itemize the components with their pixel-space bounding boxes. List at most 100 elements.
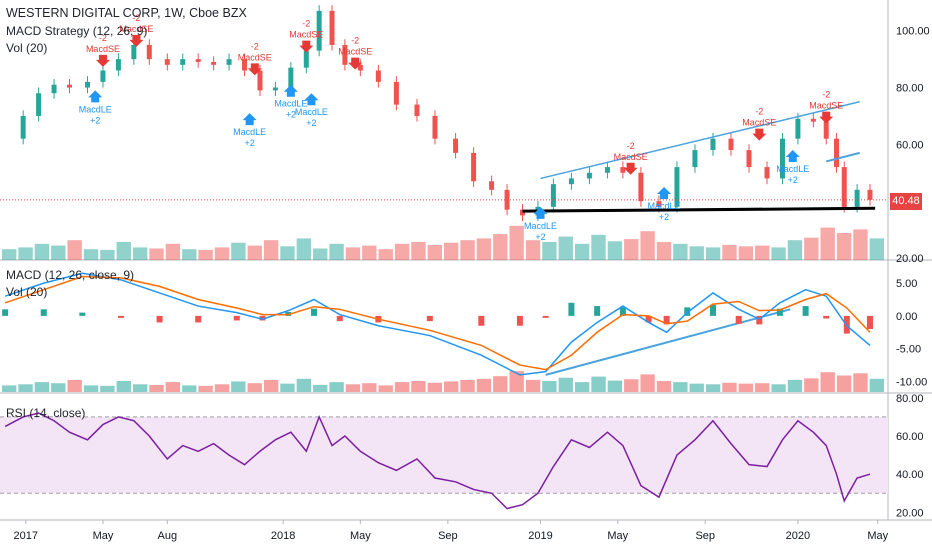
signal-qty: +2 xyxy=(90,115,100,125)
short-entry-arrow-icon xyxy=(299,40,314,53)
volume-bar xyxy=(280,246,295,260)
volume-bar xyxy=(231,242,246,260)
volume-bar xyxy=(427,244,442,260)
time-axis-label: May xyxy=(607,530,628,542)
volume-bar xyxy=(116,242,131,260)
strategy-legend[interactable]: MACD Strategy (12, 26, 9) xyxy=(6,24,148,38)
volume-bar xyxy=(132,247,148,260)
price-candle xyxy=(586,172,592,179)
price-candle xyxy=(779,138,785,179)
macd-histogram-bar xyxy=(756,315,763,325)
volume-bar xyxy=(165,243,181,260)
signal-qty: +2 xyxy=(245,138,255,148)
signal-qty: -2 xyxy=(132,13,140,23)
macd-histogram-bar xyxy=(709,304,716,316)
volume-bar xyxy=(247,245,262,260)
time-axis-label: May xyxy=(93,530,114,542)
macd-volume-bar xyxy=(820,372,835,392)
signal-label: MacdSE xyxy=(289,30,323,40)
signal-label: MacdLE xyxy=(295,107,328,117)
price-candle xyxy=(257,70,263,91)
volume-bar xyxy=(34,243,50,260)
volume-bar xyxy=(787,240,803,260)
macd-volume-bar xyxy=(656,381,672,392)
volume-bar xyxy=(591,234,606,260)
price-candle xyxy=(146,44,152,60)
macd-volume-bar xyxy=(787,379,803,392)
time-axis-label: Aug xyxy=(158,530,178,542)
volume-bar xyxy=(444,242,459,260)
symbol-title[interactable]: WESTERN DIGITAL CORP, 1W, Cboe BZX xyxy=(6,6,247,20)
price-candle xyxy=(432,115,438,139)
volume-bar xyxy=(869,238,884,260)
macd-volume-bar xyxy=(67,379,82,392)
macd-volume-bar xyxy=(116,381,131,392)
volume-legend[interactable]: Vol (20) xyxy=(6,41,48,55)
macd-histogram-bar xyxy=(568,302,575,316)
macd-volume-bar xyxy=(247,383,262,392)
price-candle xyxy=(471,152,477,182)
macd-line xyxy=(4,272,871,376)
macd-volume-bar xyxy=(640,374,655,392)
time-axis-label: Sep xyxy=(695,530,715,542)
macd-histogram-bar xyxy=(823,315,830,319)
volume-bar xyxy=(771,247,786,260)
time-axis-label: 2018 xyxy=(271,530,295,542)
macd-volume-bar xyxy=(460,379,475,392)
price-candle xyxy=(810,118,816,122)
price-candle xyxy=(180,59,186,65)
price-candle xyxy=(393,81,399,105)
macd-histogram-bar xyxy=(233,315,240,321)
macd-volume-bar xyxy=(624,379,639,392)
signal-qty: +2 xyxy=(535,232,545,242)
macd-volume-bar xyxy=(231,381,246,392)
volume-bar xyxy=(509,225,524,260)
macd-legend[interactable]: MACD (12, 26, close, 9) xyxy=(6,268,135,282)
time-axis-label: 2019 xyxy=(528,530,552,542)
rsi-legend[interactable]: RSI (14, close) xyxy=(6,406,86,420)
macd-histogram-bar xyxy=(117,315,124,318)
macd-volume-bar xyxy=(51,383,66,392)
price-candle xyxy=(342,44,348,65)
long-entry-arrow-icon xyxy=(657,186,672,199)
rsi-axis-label: 80.00 xyxy=(896,393,924,405)
macd-volume-bar xyxy=(444,381,459,392)
macd-volume-bar xyxy=(705,384,721,392)
macd-volume-bar xyxy=(591,376,606,392)
price-axis-label: 100.00 xyxy=(896,26,930,38)
macd-vol-legend[interactable]: Vol (20) xyxy=(6,285,48,299)
signal-label: MacdSE xyxy=(742,118,776,128)
volume-bar xyxy=(296,238,312,260)
macd-histogram-bar xyxy=(619,307,626,316)
price-candle xyxy=(604,167,610,173)
rsi-line xyxy=(4,412,871,510)
macd-axis-label: 5.00 xyxy=(896,278,917,290)
price-candle xyxy=(414,104,420,116)
long-entry-arrow-icon xyxy=(283,84,298,97)
volume-bar xyxy=(836,233,852,260)
price-candle xyxy=(85,81,91,88)
price-candle xyxy=(316,10,322,51)
signal-qty: +2 xyxy=(286,110,296,120)
price-candle xyxy=(303,50,309,68)
macd-volume-bar xyxy=(394,382,410,392)
signal-label: MacdSE xyxy=(238,52,272,62)
macd-histogram-bar xyxy=(542,315,549,318)
macd-volume-bar xyxy=(853,373,868,392)
volume-bar xyxy=(18,247,33,260)
price-candle xyxy=(746,150,752,168)
volume-bar xyxy=(263,240,279,260)
volume-bar xyxy=(51,245,66,260)
macd-volume-bar xyxy=(509,371,524,392)
price-candle xyxy=(795,118,801,139)
short-entry-arrow-icon xyxy=(95,54,110,67)
price-candle xyxy=(550,184,556,207)
macd-volume-bar xyxy=(869,378,884,392)
signal-label: MacdLE xyxy=(274,99,307,109)
macd-volume-bar xyxy=(182,385,197,392)
last-price-badge: 40.48 xyxy=(890,193,922,210)
signal-label: MacdLE xyxy=(776,164,809,174)
macd-histogram-bar xyxy=(259,315,266,321)
